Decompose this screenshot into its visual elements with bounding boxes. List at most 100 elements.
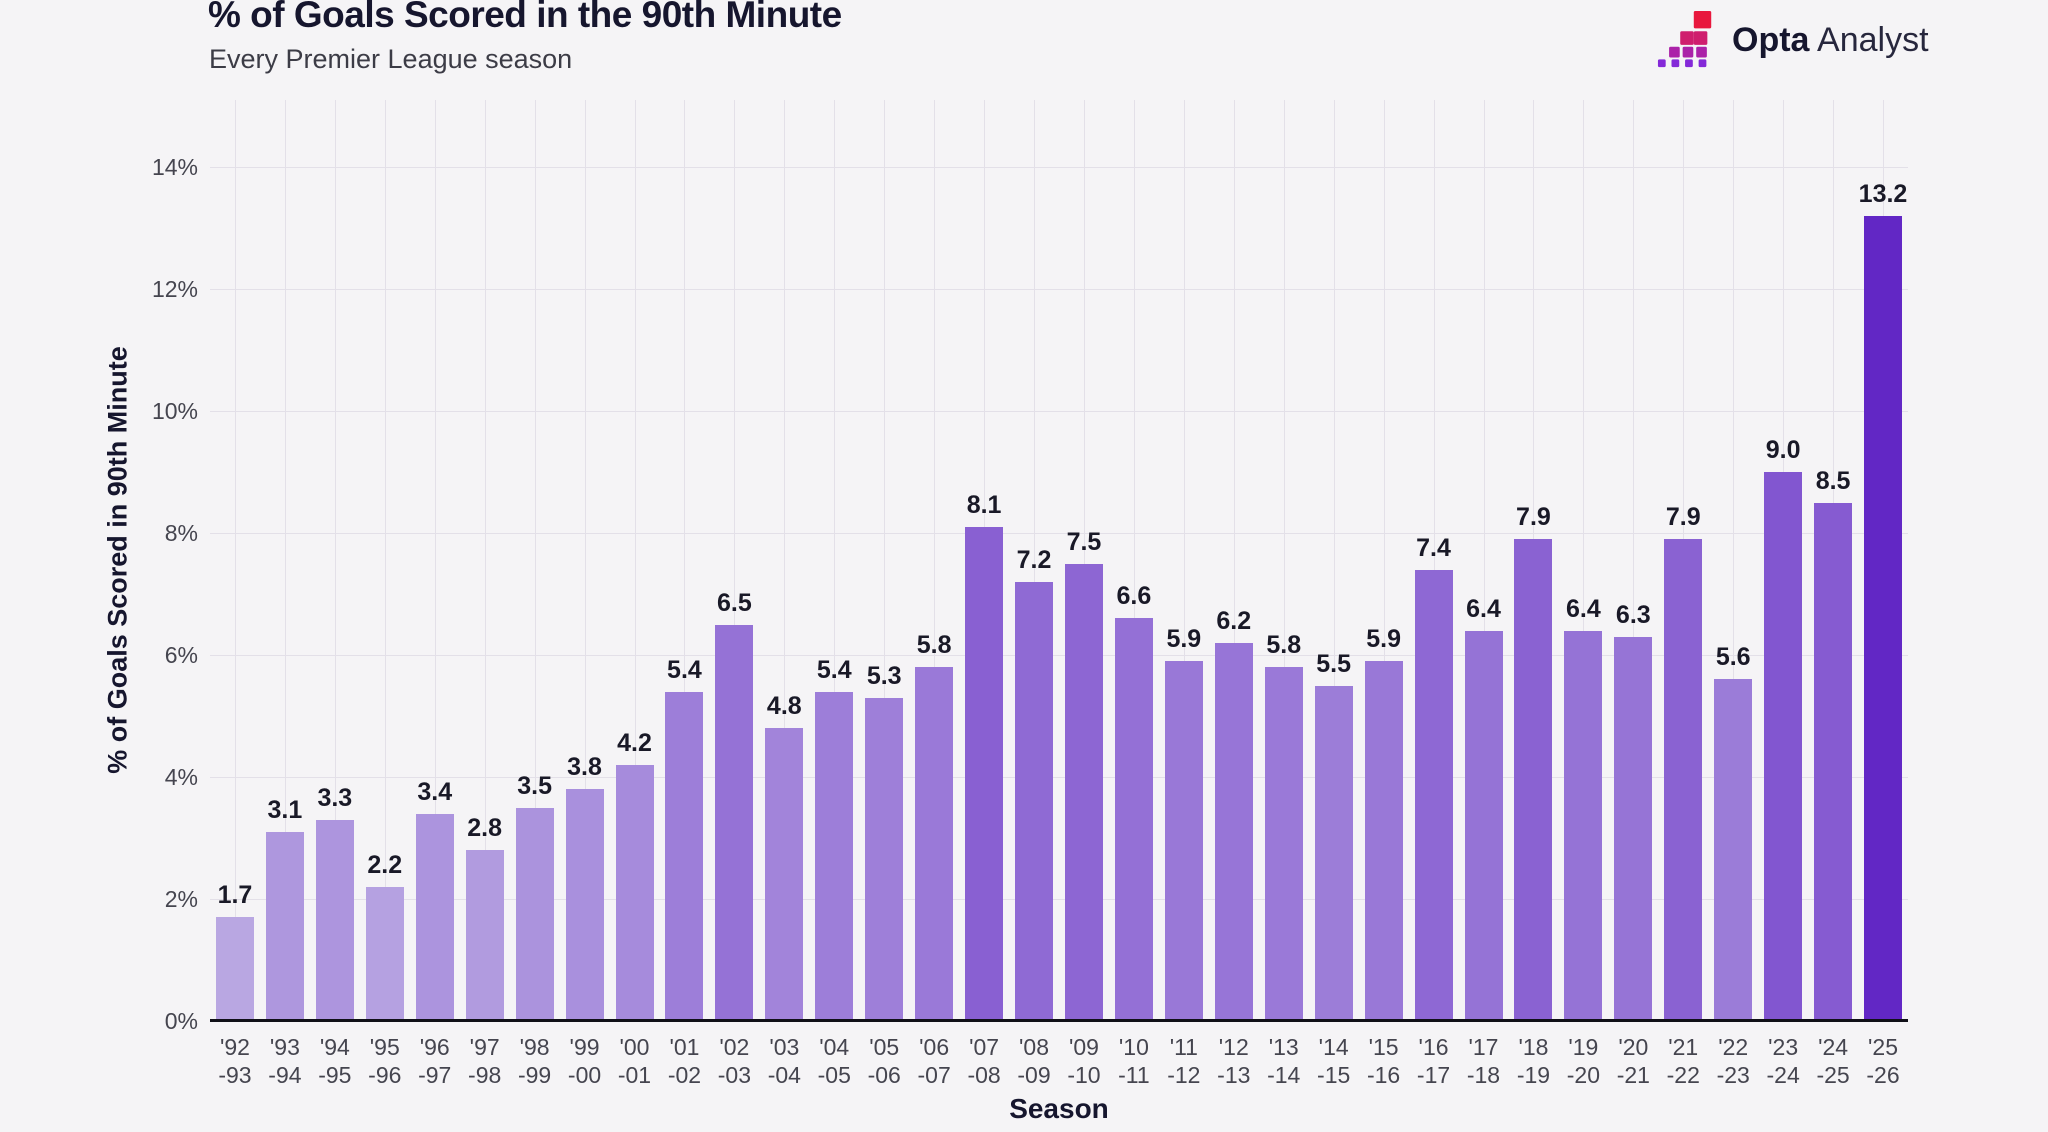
x-tick-line2: -93 (218, 1062, 252, 1088)
x-tick-label: '02 -03 (709, 1033, 759, 1089)
bar (1814, 502, 1853, 1021)
x-tick-label: '97 -98 (460, 1033, 510, 1089)
bar (365, 886, 404, 1021)
x-tick-label: '17 -18 (1459, 1033, 1509, 1089)
x-tick-label: '04 -05 (809, 1033, 859, 1089)
gridline-vertical (1183, 100, 1185, 1021)
bar-value-label: 13.2 (1858, 179, 1908, 208)
gridline-vertical (334, 100, 336, 1021)
x-tick-label: '06 -07 (909, 1033, 959, 1089)
bar-value-label: 8.1 (966, 490, 1002, 519)
x-tick-label: '15 -16 (1359, 1033, 1409, 1089)
bar-value-label: 1.7 (217, 881, 253, 910)
x-tick-line2: -21 (1616, 1062, 1650, 1088)
bar (1164, 661, 1203, 1021)
x-tick-line2: -07 (917, 1062, 951, 1088)
x-tick-line1: '94 (319, 1034, 350, 1060)
bar (915, 667, 954, 1021)
gridline-vertical (434, 100, 436, 1021)
bar-value-label: 7.5 (1066, 527, 1102, 556)
gridline-vertical (584, 100, 586, 1021)
gridline-vertical (834, 100, 836, 1021)
gridline-vertical (684, 100, 686, 1021)
gridline-vertical (484, 100, 486, 1021)
chart-subtitle: Every Premier League season (209, 44, 573, 74)
bar-value-label: 5.4 (816, 655, 852, 684)
bar (715, 624, 754, 1021)
x-tick-line2: -15 (1317, 1062, 1351, 1088)
x-tick-line2: -22 (1666, 1062, 1700, 1088)
opta-analyst-logo: Opta Analyst (1656, 10, 1929, 70)
x-tick-line1: '03 (769, 1034, 800, 1060)
gridline-vertical (284, 100, 286, 1021)
x-tick-label: '93 -94 (260, 1033, 310, 1089)
x-tick-label: '98 -99 (510, 1033, 560, 1089)
x-tick-label: '11 -12 (1159, 1033, 1209, 1089)
x-tick-label: '05 -06 (859, 1033, 909, 1089)
x-tick-label: '07 -08 (959, 1033, 1009, 1089)
x-tick-label: '00 -01 (610, 1033, 660, 1089)
x-tick-line1: '02 (719, 1034, 750, 1060)
x-tick-line2: -04 (767, 1062, 801, 1088)
x-tick-line2: -02 (667, 1062, 702, 1088)
x-tick-line2: -01 (617, 1062, 652, 1088)
bar (1214, 642, 1253, 1021)
x-tick-line2: -13 (1217, 1062, 1251, 1088)
gridline-vertical (884, 100, 886, 1021)
bar-value-label: 5.4 (667, 655, 702, 684)
x-tick-line2: -19 (1516, 1062, 1551, 1088)
x-tick-line2: -20 (1566, 1062, 1600, 1088)
x-tick-line1: '14 (1318, 1034, 1349, 1060)
bar (1864, 215, 1903, 1021)
x-tick-line1: '96 (419, 1034, 450, 1060)
y-tick-label: 12% (151, 276, 198, 302)
gridline-vertical (1383, 100, 1385, 1021)
gridline-vertical (1133, 100, 1135, 1021)
bar-value-label: 5.9 (1166, 625, 1202, 654)
bar-value-label: 5.3 (866, 661, 902, 690)
x-tick-line1: '15 (1368, 1034, 1399, 1060)
bar (1764, 472, 1803, 1021)
bar (515, 807, 554, 1021)
x-tick-line1: '11 (1169, 1034, 1198, 1060)
x-tick-label: '12 -13 (1209, 1033, 1259, 1089)
x-axis-title: Season (1009, 1093, 1109, 1124)
x-tick-label: '95 -96 (360, 1033, 410, 1089)
bar-value-label: 3.5 (517, 771, 552, 800)
bar (1314, 685, 1353, 1021)
y-tick-label: 6% (164, 642, 198, 668)
bar-value-label: 9.0 (1765, 436, 1801, 464)
bar-value-label: 3.3 (317, 783, 353, 812)
x-tick-line2: -95 (318, 1062, 352, 1088)
x-tick-line2: -26 (1866, 1062, 1900, 1088)
x-tick-line1: '93 (269, 1034, 300, 1060)
bar-value-label: 6.4 (1565, 594, 1601, 623)
x-tick-label: '19 -20 (1558, 1033, 1608, 1089)
x-tick-line1: '05 (869, 1034, 900, 1060)
gridline-vertical (1333, 100, 1335, 1021)
x-tick-label: '25 -26 (1858, 1033, 1908, 1089)
x-tick-line2: -18 (1466, 1062, 1501, 1088)
logo-square (1657, 59, 1666, 68)
x-tick-line2: -00 (567, 1062, 602, 1088)
bar-value-label: 3.1 (267, 795, 303, 824)
bar-value-label: 3.4 (417, 777, 453, 806)
x-tick-line1: '12 (1218, 1034, 1249, 1060)
bar (1514, 539, 1553, 1021)
logo-square (1671, 59, 1680, 68)
bar (1264, 667, 1303, 1021)
logo-square (1680, 31, 1694, 45)
bar-value-label: 6.6 (1116, 582, 1152, 611)
gridline-vertical (234, 100, 236, 1021)
x-tick-line1: '07 (969, 1034, 1000, 1060)
gridline-vertical (934, 100, 936, 1021)
gridline-vertical (1083, 100, 1085, 1021)
gridline-vertical (1633, 100, 1635, 1021)
bar (1464, 630, 1503, 1021)
x-tick-line1: '18 (1518, 1034, 1549, 1060)
opta-logo-mark-icon (1657, 10, 1712, 68)
x-tick-label: '96 -97 (410, 1033, 460, 1089)
gridline-horizontal (210, 289, 1908, 290)
bar (315, 819, 354, 1021)
x-tick-line2: -98 (468, 1062, 502, 1088)
